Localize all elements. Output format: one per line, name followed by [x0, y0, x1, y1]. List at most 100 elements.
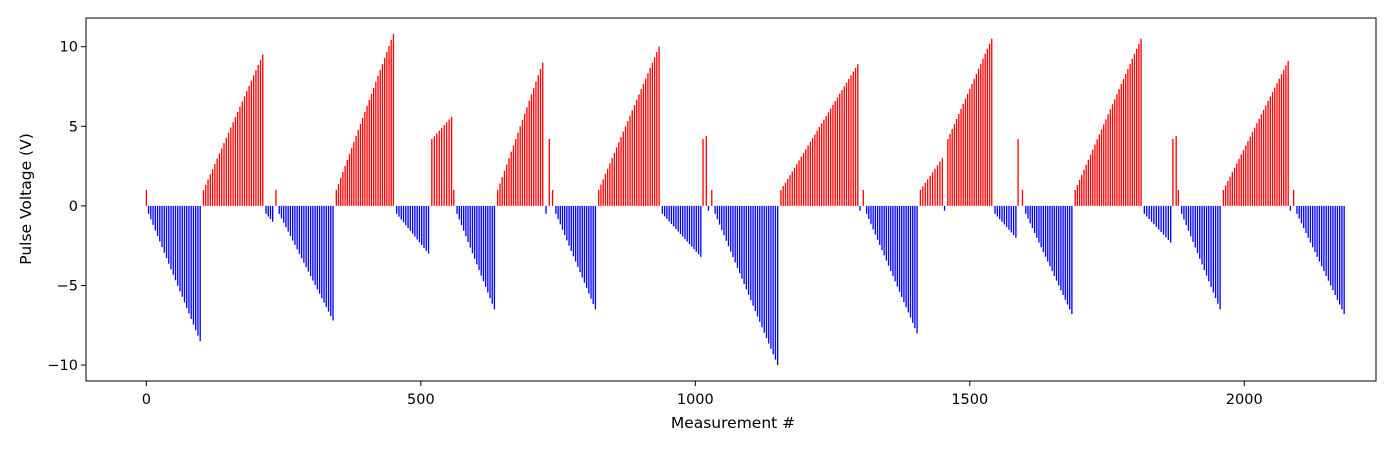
bar	[661, 205, 664, 214]
bar	[325, 205, 327, 308]
bar	[711, 189, 713, 206]
bar	[383, 57, 386, 206]
bar	[370, 93, 373, 206]
bar	[943, 205, 946, 211]
bar	[241, 101, 243, 206]
bar	[1060, 205, 1062, 291]
bar	[898, 205, 901, 292]
bar	[163, 205, 165, 253]
bar	[441, 127, 443, 206]
bar	[609, 163, 611, 206]
bar	[147, 205, 150, 214]
bar	[287, 205, 289, 232]
bar	[535, 81, 537, 206]
bar	[271, 205, 274, 222]
bar	[351, 147, 353, 206]
bar	[1212, 205, 1214, 293]
bar	[581, 205, 583, 278]
bar	[1143, 205, 1146, 214]
bar	[787, 178, 789, 206]
bar	[618, 142, 620, 206]
bar	[1107, 114, 1109, 206]
bar	[243, 96, 246, 206]
bar	[493, 205, 496, 310]
bar	[723, 205, 725, 236]
bar	[1260, 114, 1263, 206]
bar	[1158, 205, 1160, 230]
bar	[265, 205, 267, 214]
bar	[816, 130, 818, 206]
bar	[583, 205, 586, 283]
bar	[1085, 164, 1087, 206]
y-tick-label: −5	[57, 278, 78, 294]
bar	[181, 205, 183, 297]
bar	[791, 171, 793, 206]
bar	[1103, 124, 1105, 206]
bar	[1155, 205, 1157, 227]
bar	[467, 205, 469, 242]
bar	[1089, 154, 1092, 206]
bar	[962, 103, 964, 206]
bar	[1305, 205, 1307, 233]
bar	[364, 111, 366, 206]
bar	[958, 113, 960, 206]
bar	[865, 205, 868, 214]
bar	[656, 51, 658, 206]
bar	[425, 205, 427, 251]
bar	[499, 183, 501, 206]
bar	[901, 205, 903, 297]
bar	[836, 97, 839, 206]
bar	[814, 134, 816, 206]
bar	[905, 205, 907, 308]
bar	[1217, 205, 1219, 304]
bar	[1307, 205, 1309, 238]
bar	[1036, 205, 1038, 238]
bar	[1138, 43, 1140, 206]
bar	[732, 205, 734, 258]
bar	[947, 139, 949, 206]
bar	[598, 189, 600, 206]
bar	[850, 75, 852, 206]
bar	[658, 46, 660, 206]
bar	[1087, 159, 1090, 206]
bar	[700, 205, 702, 257]
bar	[1321, 205, 1323, 267]
bar	[774, 205, 777, 360]
bar	[825, 115, 827, 206]
bar	[168, 205, 170, 264]
bar	[227, 132, 230, 206]
bar	[818, 127, 821, 206]
bar	[207, 179, 209, 206]
bar	[830, 108, 832, 206]
bar	[1129, 63, 1131, 206]
bar	[357, 129, 359, 206]
bar	[870, 205, 872, 225]
bar	[407, 205, 409, 229]
bar	[225, 137, 227, 206]
bar	[604, 174, 607, 206]
bar	[802, 152, 805, 206]
bar	[896, 205, 898, 287]
bar	[663, 205, 666, 217]
bar	[809, 141, 811, 206]
bar	[197, 205, 199, 336]
bar	[1316, 205, 1318, 257]
bar	[579, 205, 581, 273]
bar	[450, 116, 453, 206]
bar	[697, 205, 700, 255]
bar	[515, 139, 517, 206]
bar	[1111, 104, 1114, 206]
bar	[482, 205, 485, 282]
bar	[1051, 205, 1053, 272]
bar	[636, 99, 638, 206]
bar	[834, 101, 836, 206]
x-tick-label: 0	[142, 392, 151, 408]
bar	[234, 117, 237, 206]
bar	[624, 126, 627, 206]
bar	[702, 139, 704, 206]
bar	[330, 205, 332, 317]
bar	[239, 106, 241, 206]
bar	[154, 205, 156, 231]
bar	[868, 205, 870, 220]
bar	[1140, 38, 1142, 206]
